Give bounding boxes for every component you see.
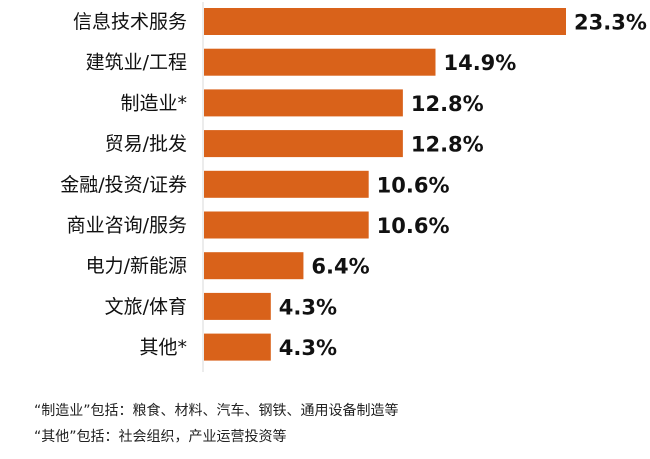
value-label-2: 12.8% bbox=[411, 92, 484, 116]
bar-3 bbox=[204, 130, 403, 158]
bar-6 bbox=[204, 252, 304, 280]
category-label-8: 其他* bbox=[139, 337, 187, 359]
category-label-0: 信息技术服务 bbox=[73, 11, 187, 33]
bar-2 bbox=[204, 89, 403, 117]
category-label-6: 电力/新能源 bbox=[86, 255, 187, 277]
bar-group bbox=[204, 8, 566, 361]
note-manufacturing: “制造业”包括：粮食、材料、汽车、钢铁、通用设备制造等 bbox=[34, 403, 399, 419]
value-label-6: 6.4% bbox=[311, 255, 369, 279]
value-label-group: 23.3% 14.9% 12.8% 12.8% 10.6% 10.6% 6.4% 4.3% 4.… bbox=[279, 11, 647, 361]
bar-5 bbox=[204, 211, 369, 239]
value-label-8: 4.3% bbox=[279, 336, 337, 360]
category-label-5: 商业咨询/服务 bbox=[67, 215, 187, 237]
bar-0 bbox=[204, 8, 566, 35]
bar-4 bbox=[204, 170, 369, 198]
value-label-5: 10.6% bbox=[377, 214, 450, 238]
note-other: “其他”包括：社会组织，产业运营投资等 bbox=[34, 429, 287, 445]
value-label-0: 23.3% bbox=[574, 11, 647, 35]
value-label-4: 10.6% bbox=[377, 173, 450, 197]
category-label-4: 金融/投资/证券 bbox=[60, 174, 187, 196]
bar-1 bbox=[204, 48, 436, 76]
category-label-1: 建筑业/工程 bbox=[86, 52, 187, 74]
category-label-2: 制造业* bbox=[120, 92, 187, 114]
chart-notes: “制造业”包括：粮食、材料、汽车、钢铁、通用设备制造等 “其他”包括：社会组织，… bbox=[34, 398, 399, 450]
value-label-1: 14.9% bbox=[443, 51, 516, 75]
value-label-7: 4.3% bbox=[279, 295, 337, 319]
value-label-3: 12.8% bbox=[411, 133, 484, 157]
bar-8 bbox=[204, 333, 271, 361]
category-label-7: 文旅/体育 bbox=[105, 296, 187, 318]
bar-7 bbox=[204, 292, 271, 320]
category-label-3: 贸易/批发 bbox=[105, 133, 187, 155]
